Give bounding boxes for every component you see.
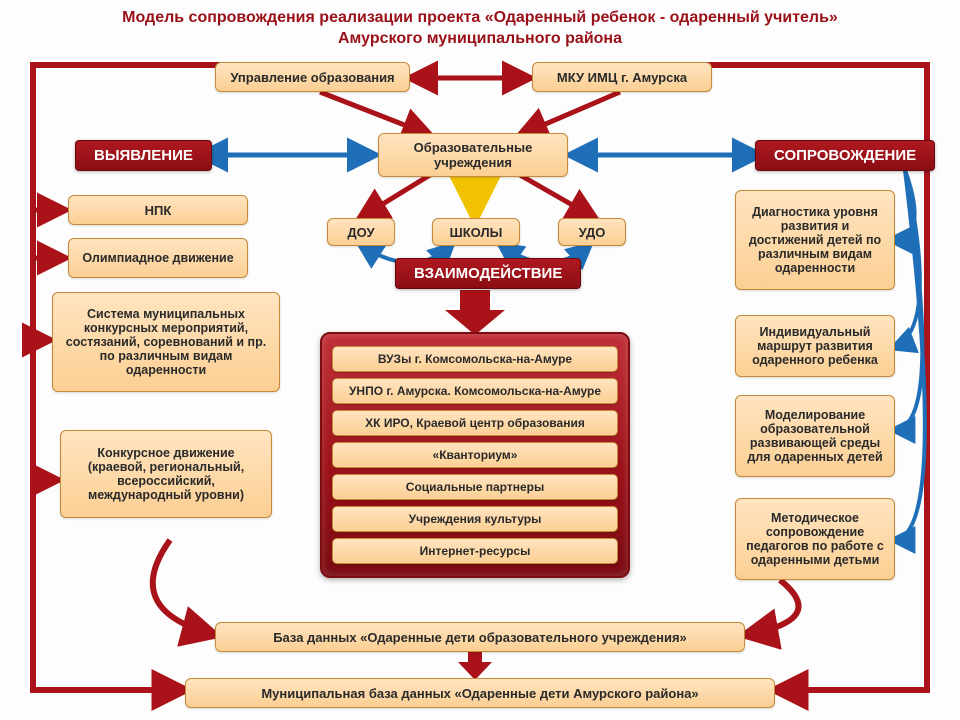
- partner-label-3: «Кванториум»: [433, 448, 518, 462]
- partner-item: ХК ИРО, Краевой центр образования: [332, 410, 618, 436]
- box-right-1: Индивидуальный маршрут развития одаренно…: [735, 315, 895, 377]
- partner-item: Интернет-ресурсы: [332, 538, 618, 564]
- partner-label-2: ХК ИРО, Краевой центр образования: [365, 416, 585, 430]
- label-additional-edu: УДО: [579, 225, 606, 240]
- partner-item: ВУЗы г. Комсомольска-на-Амуре: [332, 346, 618, 372]
- box-left-1: Олимпиадное движение: [68, 238, 248, 278]
- partner-label-6: Интернет-ресурсы: [420, 544, 531, 558]
- label-tag-support: СОПРОВОЖДЕНИЕ: [774, 147, 916, 164]
- title-line-2: Амурского муниципального района: [338, 30, 622, 47]
- box-preschool: ДОУ: [327, 218, 395, 246]
- box-right-3: Методическое сопровождение педагогов по …: [735, 498, 895, 580]
- partner-item: Учреждения культуры: [332, 506, 618, 532]
- label-right-3: Методическое сопровождение педагогов по …: [744, 511, 886, 567]
- box-left-0: НПК: [68, 195, 248, 225]
- label-left-2: Система муниципальных конкурсных меропри…: [61, 307, 271, 377]
- label-imc: МКУ ИМЦ г. Амурска: [557, 70, 687, 85]
- label-left-0: НПК: [145, 203, 172, 218]
- tag-support: СОПРОВОЖДЕНИЕ: [755, 140, 935, 171]
- box-edu-institutions: Образовательные учреждения: [378, 133, 568, 177]
- box-db-institution: База данных «Одаренные дети образователь…: [215, 622, 745, 652]
- box-left-3: Конкурсное движение (краевой, региональн…: [60, 430, 272, 518]
- partner-label-1: УНПО г. Амурска. Комсомольска-на-Амуре: [349, 384, 601, 398]
- box-right-2: Моделирование образовательной развивающе…: [735, 395, 895, 477]
- tag-interaction: ВЗАИМОДЕЙСТВИЕ: [395, 258, 581, 289]
- page-title: Модель сопровождения реализации проекта …: [0, 0, 960, 54]
- box-left-2: Система муниципальных конкурсных меропри…: [52, 292, 280, 392]
- label-preschool: ДОУ: [347, 225, 374, 240]
- partner-label-4: Социальные партнеры: [406, 480, 544, 494]
- label-tag-detection: ВЫЯВЛЕНИЕ: [94, 147, 193, 164]
- tag-detection: ВЫЯВЛЕНИЕ: [75, 140, 212, 171]
- box-schools: ШКОЛЫ: [432, 218, 520, 246]
- label-left-3: Конкурсное движение (краевой, региональн…: [69, 446, 263, 502]
- box-imc: МКУ ИМЦ г. Амурска: [532, 62, 712, 92]
- label-left-1: Олимпиадное движение: [82, 251, 233, 265]
- label-right-0: Диагностика уровня развития и достижений…: [744, 205, 886, 275]
- partner-item: УНПО г. Амурска. Комсомольска-на-Амуре: [332, 378, 618, 404]
- partner-label-0: ВУЗы г. Комсомольска-на-Амуре: [378, 352, 572, 366]
- box-right-0: Диагностика уровня развития и достижений…: [735, 190, 895, 290]
- label-right-1: Индивидуальный маршрут развития одаренно…: [744, 325, 886, 367]
- title-line-1: Модель сопровождения реализации проекта …: [122, 9, 838, 26]
- box-management: Управление образования: [215, 62, 410, 92]
- label-schools: ШКОЛЫ: [450, 225, 503, 240]
- box-db-municipal: Муниципальная база данных «Одаренные дет…: [185, 678, 775, 708]
- label-edu-institutions: Образовательные учреждения: [387, 140, 559, 170]
- partner-item: «Кванториум»: [332, 442, 618, 468]
- partner-label-5: Учреждения культуры: [409, 512, 542, 526]
- partners-panel: ВУЗы г. Комсомольска-на-Амуре УНПО г. Ам…: [320, 332, 630, 578]
- label-db-municipal: Муниципальная база данных «Одаренные дет…: [261, 686, 698, 701]
- partner-item: Социальные партнеры: [332, 474, 618, 500]
- label-db-institution: База данных «Одаренные дети образователь…: [273, 630, 687, 645]
- label-management: Управление образования: [230, 70, 394, 85]
- box-additional-edu: УДО: [558, 218, 626, 246]
- label-tag-interaction: ВЗАИМОДЕЙСТВИЕ: [414, 265, 562, 282]
- label-right-2: Моделирование образовательной развивающе…: [744, 408, 886, 464]
